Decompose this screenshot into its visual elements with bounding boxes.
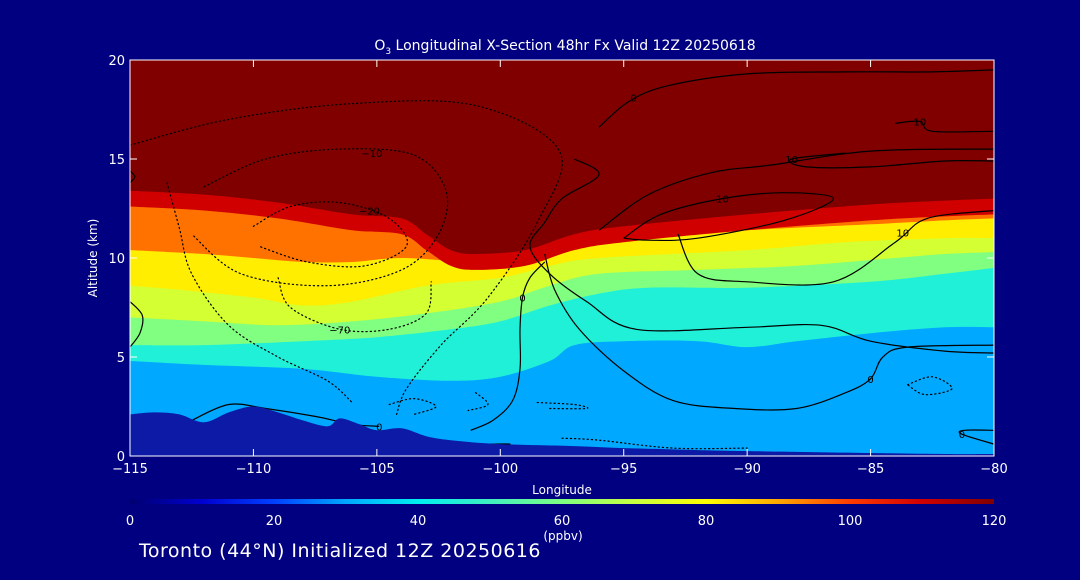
x-tick-label: −115 — [112, 462, 148, 477]
contour-label: −20 — [359, 207, 380, 218]
y-tick-label: 20 — [108, 54, 125, 69]
colorbar-units: (ppbv) — [543, 529, 582, 543]
x-tick-label: −110 — [236, 462, 272, 477]
contour-line — [544, 253, 994, 411]
contour-label: 0 — [959, 430, 965, 441]
x-axis-label: Longitude — [532, 483, 592, 497]
contour-label: 0 — [519, 294, 525, 305]
x-tick-label: −90 — [733, 462, 760, 477]
contour-label: 0 — [376, 422, 382, 433]
contour-label: 10 — [896, 228, 909, 239]
colorbar-tick-label: 20 — [266, 514, 283, 529]
contour-label: 10 — [914, 117, 927, 128]
contour-label: 10 — [785, 155, 798, 166]
colorbar-tick-label: 120 — [982, 514, 1007, 529]
x-tick-label: −85 — [857, 462, 884, 477]
contour-label: −70 — [329, 325, 350, 336]
x-tick-label: −95 — [610, 462, 637, 477]
contour-line — [130, 170, 136, 184]
contour-line — [388, 397, 437, 415]
contour-line — [958, 429, 994, 445]
y-tick-label: 5 — [117, 351, 125, 366]
x-tick-label: −80 — [980, 462, 1007, 477]
colorbar-tick-label: 80 — [698, 514, 715, 529]
footer-caption: Toronto (44°N) Initialized 12Z 20250616 — [139, 540, 541, 562]
contour-line — [130, 301, 144, 348]
contour-line — [623, 192, 835, 242]
contour-line — [895, 120, 994, 133]
contour-line — [130, 100, 563, 415]
contour-label: 10 — [716, 195, 729, 206]
contour-line — [907, 376, 953, 396]
colorbar-tick-label: 100 — [838, 514, 863, 529]
chart-title: O3 Longitudinal X-Section 48hr Fx Valid … — [374, 38, 755, 57]
contour-line — [536, 401, 589, 410]
colorbar — [130, 499, 994, 504]
x-tick-label: −105 — [359, 462, 395, 477]
contour-line — [598, 69, 994, 128]
contour-line — [467, 392, 489, 412]
contour-label: 0 — [630, 94, 636, 105]
colorbar-ticks: 0 20 40 60 80 100 120 — [126, 514, 1007, 529]
plot-area: −70 −20 −10 0 0 10 10 10 10 0 0 0 — [130, 60, 994, 456]
contour-line — [677, 209, 994, 286]
contour-line — [529, 158, 994, 354]
colorbar-tick-label: 60 — [554, 514, 571, 529]
contour-line — [166, 182, 353, 404]
contour-line — [252, 201, 408, 268]
contour-line — [598, 148, 994, 231]
contour-label: −10 — [361, 149, 382, 160]
colorbar-tick-label: 0 — [126, 514, 134, 529]
terrain — [130, 406, 994, 456]
contour-line — [470, 261, 546, 431]
y-tick-label: 10 — [108, 252, 125, 267]
y-tick-label: 15 — [108, 153, 125, 168]
y-tick-label: 0 — [117, 450, 125, 465]
ozone-color-bands — [130, 60, 994, 381]
contour-line — [191, 148, 449, 287]
contour-line — [561, 437, 748, 450]
contour-line — [788, 152, 994, 169]
contour-label: 0 — [867, 375, 873, 386]
contour-line — [277, 277, 432, 333]
contour-lines: −70 −20 −10 0 0 10 10 10 10 0 0 0 — [130, 69, 994, 450]
x-tick-label: −100 — [482, 462, 518, 477]
y-axis-label: Altitude (km) — [86, 219, 100, 298]
colorbar-tick-label: 40 — [410, 514, 427, 529]
